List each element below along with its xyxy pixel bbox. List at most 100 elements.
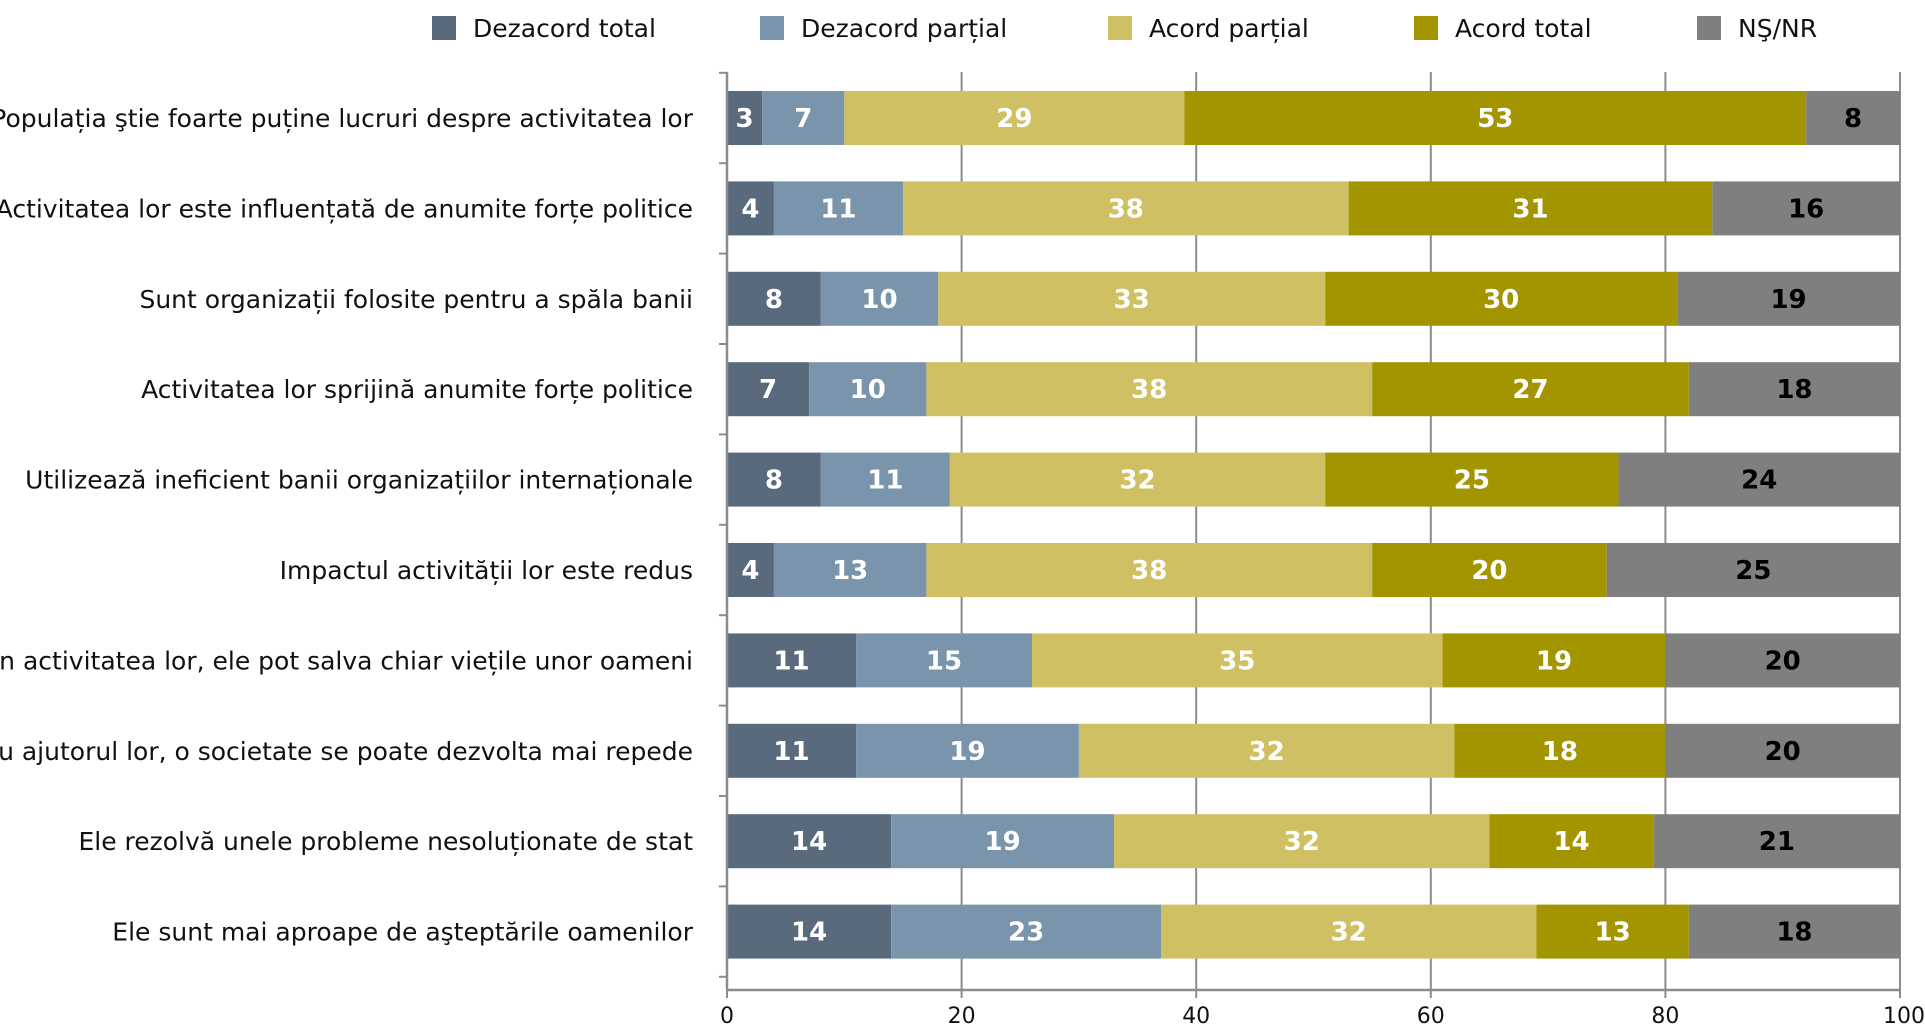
bar-segment-3 [844,91,1185,145]
data-label: 13 [1595,918,1631,948]
data-label: 20 [1471,556,1507,586]
bar-segment-2 [856,723,1079,778]
bar-segment-4 [1489,814,1654,869]
bar-segment-3 [949,452,1326,507]
bar-segment-1 [727,814,892,869]
category-label: Impactul activității lor este redus [280,556,693,585]
bar-row: 14 19 32 14 21 [727,814,1900,869]
data-label: 11 [867,466,903,496]
bar-segment-3 [938,271,1326,326]
data-label: 21 [1759,827,1795,857]
bar-segment-4 [1325,271,1678,326]
bar-segment-3 [926,362,1373,417]
bar-row: 4 13 38 20 25 [727,543,1900,597]
bar-segment-2 [773,181,903,236]
bar-segment-4 [1372,362,1689,417]
bar-segment-1 [727,904,892,959]
x-tick-label: 60 [1417,1004,1445,1029]
data-label: 18 [1776,918,1812,948]
legend-label: Dezacord parțial [801,14,1007,43]
data-label: 13 [832,556,868,586]
bar-segment-5 [1677,271,1900,326]
bar-segment-2 [820,271,939,326]
bar-segment-4 [1454,723,1666,778]
legend-item: Acord total [1414,14,1592,43]
data-label: 8 [765,285,783,315]
bar-segment-4 [1536,904,1689,959]
data-label: 18 [1542,737,1578,767]
bar-segment-2 [809,362,927,417]
legend-item: NŞ/NR [1697,14,1817,43]
data-label: 14 [791,827,827,857]
bar-segment-2 [891,814,1115,869]
data-label: 38 [1131,556,1167,586]
legend-label: NŞ/NR [1738,14,1817,43]
category-label: Ele sunt mai aproape de aşteptările oame… [112,918,693,947]
bar-row: 4 11 38 31 16 [727,181,1900,236]
data-label: 20 [1765,646,1801,676]
data-label: 30 [1483,285,1519,315]
legend-swatch [1108,16,1132,40]
data-label: 27 [1512,375,1548,405]
axes: Populația ştie foarte puține lucruri des… [0,71,1925,1029]
data-label: 14 [1553,827,1589,857]
bar-segment-3 [1161,904,1537,959]
data-label: 3 [736,104,754,134]
data-label: 35 [1219,646,1255,676]
data-label: 11 [773,737,809,767]
data-label: 16 [1788,194,1824,224]
bar-segment-2 [820,452,950,507]
data-label: 15 [926,646,962,676]
bar-segment-2 [891,904,1162,959]
bar-segment-1 [727,452,821,507]
bar-segment-4 [1372,543,1607,597]
bar-segment-1 [727,91,763,145]
bar-segment-2 [856,633,1032,688]
legend-item: Dezacord parțial [760,14,1007,43]
bar-segment-1 [727,633,857,688]
bar-segment-5 [1653,814,1900,869]
data-label: 29 [996,104,1032,134]
bar-segment-5 [1665,723,1900,778]
data-label: 10 [861,285,897,315]
bar-segment-1 [727,181,774,236]
bar-segment-1 [727,543,774,597]
bar-segment-3 [902,181,1349,236]
data-label: 24 [1741,466,1777,496]
bars: 3 7 29 53 8 4 11 38 31 16 8 10 33 30 19 7 10 38 27 18 8 11 32 2… [727,91,1900,959]
data-label: 20 [1765,737,1801,767]
legend-item: Dezacord total [432,14,656,43]
data-label: 11 [820,194,856,224]
data-label: 19 [949,737,985,767]
bar-segment-3 [1078,723,1455,778]
x-tick-label: 0 [720,1004,734,1029]
bar-segment-3 [1031,633,1443,688]
legend-label: Acord parțial [1149,14,1309,43]
bar-segment-5 [1618,452,1900,507]
bar-segment-2 [773,543,927,597]
data-label: 38 [1131,375,1167,405]
bar-segment-5 [1806,91,1900,145]
data-label: 25 [1454,466,1490,496]
data-label: 8 [1844,104,1862,134]
category-label: Ele rezolvă unele probleme nesoluționate… [78,827,693,856]
category-label: Prin activitatea lor, ele pot salva chia… [0,646,693,675]
category-label: Utilizează ineficient banii organizațiil… [25,466,693,495]
data-label: 32 [1119,466,1155,496]
x-tick-label: 100 [1883,1004,1925,1029]
x-tick-label: 40 [1182,1004,1210,1029]
bar-segment-5 [1688,362,1900,417]
legend-swatch [760,16,784,40]
data-label: 4 [741,556,759,586]
x-tick-label: 20 [948,1004,976,1029]
data-label: 7 [794,104,812,134]
legend-item: Acord parțial [1108,14,1309,43]
bar-segment-4 [1325,452,1619,507]
bar-segment-5 [1712,181,1900,236]
bar-segment-3 [1114,814,1490,869]
legend-swatch [432,16,456,40]
data-label: 53 [1477,104,1513,134]
data-label: 19 [1536,646,1572,676]
